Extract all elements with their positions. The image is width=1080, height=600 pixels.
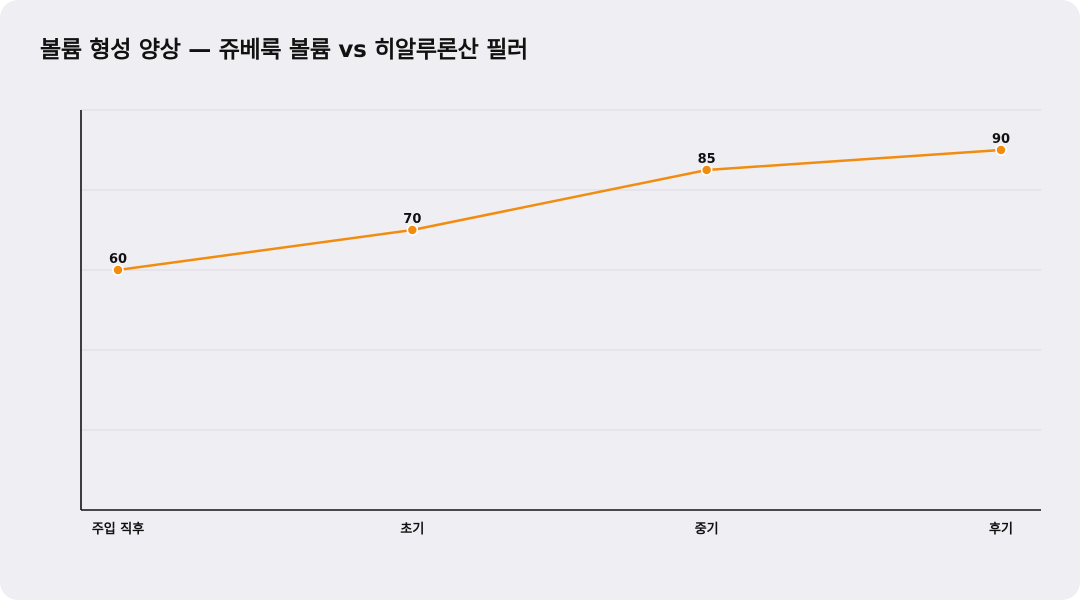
series-line bbox=[116, 148, 1003, 272]
data-point bbox=[700, 164, 713, 176]
x-tick-label: 중기 bbox=[695, 522, 719, 537]
data-label: 85 bbox=[698, 152, 716, 167]
series-layer bbox=[112, 144, 1007, 276]
data-label: 60 bbox=[109, 252, 127, 267]
x-tick-label: 주입 직후 bbox=[92, 521, 144, 537]
x-tick-label: 후기 bbox=[989, 521, 1013, 537]
data-point bbox=[112, 264, 124, 276]
x-tick-label: 초기 bbox=[400, 522, 424, 537]
grid-layer bbox=[81, 109, 1041, 431]
data-label: 90 bbox=[992, 132, 1010, 147]
data-label: 70 bbox=[403, 212, 421, 227]
data-point bbox=[995, 144, 1007, 156]
axis-layer bbox=[80, 110, 1041, 511]
data-point bbox=[406, 224, 419, 236]
label-layer: 주입 직후 초기 중기 후기 60 70 85 90 bbox=[92, 132, 1013, 537]
chart-title: 볼륨 형성 양상 — 쥬베룩 볼륨 vs 히알루론산 필러 bbox=[40, 37, 528, 63]
